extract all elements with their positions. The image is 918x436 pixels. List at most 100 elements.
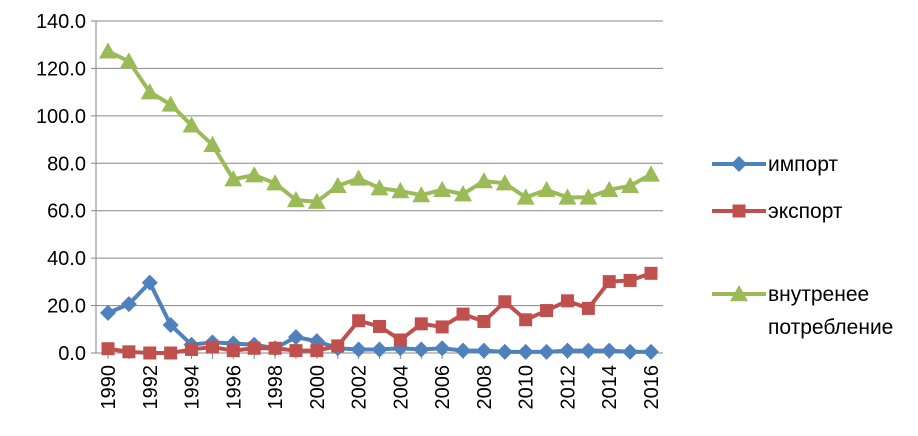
x-tick-label: 2014 — [599, 365, 621, 410]
legend-label: потребление — [768, 316, 893, 339]
x-tick-label: 1998 — [265, 365, 287, 410]
data-point — [310, 344, 324, 358]
series-2 — [99, 42, 660, 209]
data-point — [122, 345, 136, 359]
data-point — [203, 135, 222, 152]
data-point — [496, 343, 513, 360]
x-tick-label: 2010 — [516, 365, 538, 410]
data-point — [579, 188, 598, 205]
data-point — [537, 180, 556, 198]
x-tick-label: 1994 — [182, 365, 204, 410]
legend-item-1: экспорт — [712, 200, 843, 223]
x-tick-label: 2008 — [474, 365, 496, 410]
legend-item-2: внутренее потребление — [712, 283, 893, 339]
y-tick-label: 100.0 — [36, 106, 86, 128]
data-point — [540, 304, 554, 318]
series-0 — [100, 274, 659, 360]
data-point — [226, 344, 240, 358]
data-point — [495, 174, 514, 191]
x-axis-tick-labels: 1990 1992 1994 1996 1998 2000 2002 2004 2006 2008… — [98, 365, 663, 410]
data-point — [350, 341, 367, 358]
data-point — [623, 273, 637, 287]
data-point — [100, 304, 116, 321]
data-point — [268, 341, 282, 355]
data-point — [245, 166, 264, 183]
data-point — [185, 342, 199, 356]
data-point — [101, 342, 115, 356]
data-point — [161, 95, 180, 112]
data-point — [352, 314, 366, 328]
legend-label: импорт — [768, 153, 838, 176]
data-point — [498, 295, 512, 309]
data-point — [516, 188, 535, 205]
data-point — [517, 343, 534, 360]
y-axis-tick-labels: 0.0 20.0 40.0 60.0 80.0 100.0 120.0 140.0 — [36, 11, 86, 365]
data-point — [286, 191, 305, 208]
x-tick-label: 2000 — [307, 365, 329, 410]
data-point — [349, 169, 368, 186]
data-point — [307, 192, 326, 209]
x-tick-label: 1992 — [140, 365, 162, 410]
y-tick-label: 140.0 — [36, 11, 86, 33]
legend-marker — [732, 204, 746, 218]
data-point — [371, 341, 388, 358]
data-point — [162, 317, 179, 334]
data-point — [602, 275, 616, 289]
data-point — [413, 341, 430, 358]
data-point — [538, 343, 555, 360]
y-tick-label: 20.0 — [47, 296, 86, 318]
data-point — [164, 346, 178, 360]
x-tick-label: 2016 — [641, 365, 663, 410]
data-point — [120, 296, 137, 313]
legend-marker — [730, 285, 748, 302]
x-tick-label: 2012 — [557, 365, 579, 410]
data-point — [435, 320, 449, 334]
data-point — [182, 116, 201, 133]
data-point — [370, 179, 389, 196]
data-point — [205, 340, 219, 354]
data-point — [143, 346, 157, 360]
data-point — [412, 186, 431, 203]
data-point — [642, 165, 660, 182]
data-point — [287, 329, 304, 346]
data-point — [99, 42, 117, 59]
data-point — [475, 342, 492, 359]
y-tick-label: 0.0 — [58, 343, 86, 365]
legend-label: экспорт — [768, 200, 843, 223]
data-point — [140, 83, 159, 100]
data-point — [560, 294, 574, 308]
data-series — [99, 42, 660, 360]
x-tick-label: 2006 — [432, 365, 454, 410]
data-point — [414, 317, 428, 331]
data-point — [454, 185, 473, 202]
data-point — [433, 180, 452, 198]
data-point — [643, 343, 659, 360]
data-point — [119, 52, 138, 69]
data-point — [558, 188, 577, 205]
data-point — [247, 341, 261, 355]
x-tick-label: 2004 — [390, 365, 412, 410]
data-point — [622, 343, 639, 360]
legend-label: внутренее — [768, 283, 869, 306]
legend-marker — [731, 156, 747, 172]
data-point — [559, 342, 576, 359]
data-point — [519, 313, 533, 327]
data-point — [141, 274, 158, 291]
legend-item-0: импорт — [712, 153, 838, 176]
data-point — [393, 333, 407, 347]
data-point — [373, 319, 386, 333]
gridlines — [96, 20, 663, 307]
data-point — [477, 314, 491, 328]
data-point — [456, 307, 470, 321]
x-tick-label: 1990 — [98, 365, 120, 410]
data-point — [644, 266, 658, 280]
data-point — [434, 340, 451, 357]
data-point — [581, 301, 595, 315]
y-tick-label: 40.0 — [47, 248, 86, 270]
data-point — [601, 342, 618, 359]
data-point — [621, 176, 640, 194]
data-point — [600, 180, 619, 198]
data-point — [474, 172, 493, 189]
